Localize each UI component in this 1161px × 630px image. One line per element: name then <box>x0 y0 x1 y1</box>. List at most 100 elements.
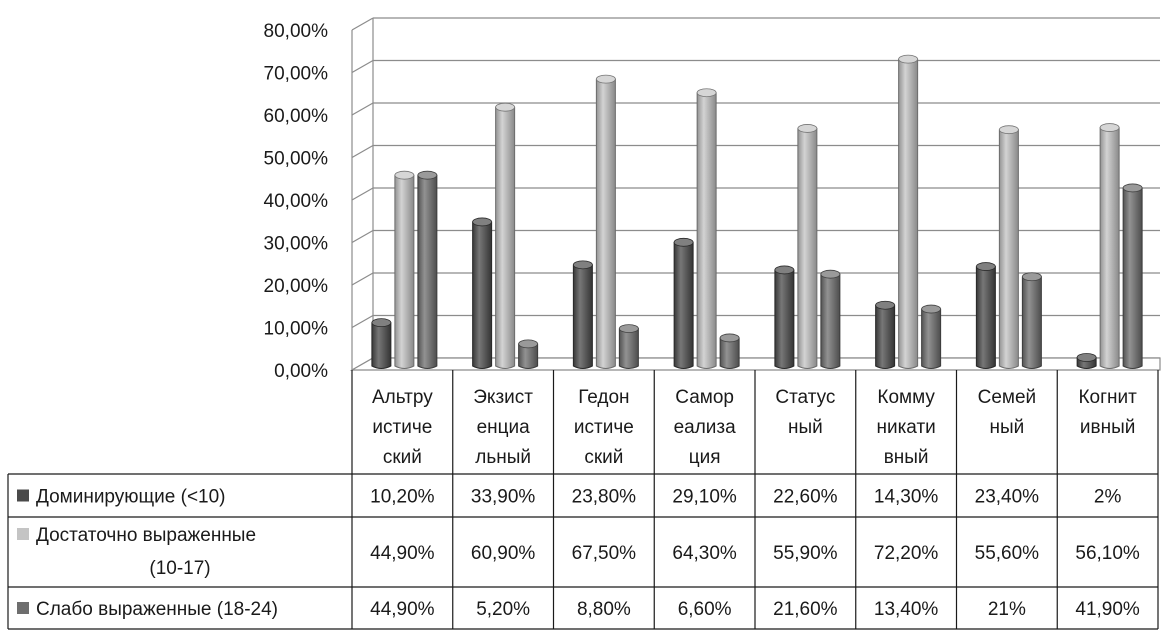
y-tick-label: 60,00% <box>264 106 329 127</box>
y-tick-label: 40,00% <box>264 191 329 212</box>
bar <box>921 306 942 369</box>
bar-top <box>1122 183 1143 193</box>
y-tick-label: 50,00% <box>264 149 329 170</box>
bar-top <box>595 74 616 84</box>
bar-top <box>472 217 493 227</box>
bar <box>696 89 717 369</box>
legend-label: (10-17) <box>149 558 210 579</box>
bar-top <box>975 262 996 271</box>
y-tick-label: 30,00% <box>264 234 329 255</box>
legend-swatch <box>17 528 29 540</box>
y-tick-label: 10,00% <box>264 319 329 340</box>
data-label: 44,90% <box>370 599 435 620</box>
category-label: никати <box>876 417 935 438</box>
data-label: 72,20% <box>874 543 939 564</box>
bar <box>572 261 593 369</box>
data-label: 55,60% <box>975 543 1040 564</box>
bar <box>673 239 694 369</box>
y-tick-label: 80,00% <box>264 21 329 42</box>
data-label: 8,80% <box>577 599 631 620</box>
category-label: ивный <box>1080 417 1135 438</box>
data-label: 23,80% <box>572 487 637 508</box>
category-label: Самор <box>675 387 734 408</box>
side-gridline <box>351 272 374 286</box>
side-gridline <box>351 102 374 116</box>
category-label: Гедон <box>578 387 629 408</box>
data-label: 33,90% <box>471 487 536 508</box>
category-label: ный <box>788 417 823 438</box>
side-gridline <box>351 314 374 329</box>
bar <box>875 302 896 369</box>
bar-top <box>719 333 740 343</box>
bar <box>797 125 818 369</box>
side-gridline <box>351 17 374 31</box>
legend-label: Слабо выраженные (18-24) <box>36 599 278 620</box>
data-label: 22,60% <box>773 487 838 508</box>
bar <box>495 104 516 369</box>
legend-swatch <box>17 489 29 502</box>
bar-top <box>417 170 438 180</box>
chart-floor <box>349 357 1161 371</box>
data-label: 55,90% <box>773 543 838 564</box>
bar-top <box>998 125 1019 135</box>
bar-top <box>797 124 818 133</box>
side-gridline <box>351 229 374 244</box>
bar <box>1099 124 1120 369</box>
bar-top <box>1076 353 1097 362</box>
category-label: Комму <box>877 387 935 408</box>
category-label: ный <box>989 417 1024 438</box>
bar-top <box>673 237 694 247</box>
bar <box>371 319 392 369</box>
data-label: 29,10% <box>672 487 737 508</box>
category-label: Экзист <box>473 387 533 408</box>
bar-top <box>1021 272 1042 282</box>
data-label: 21,60% <box>773 599 838 620</box>
bar-top <box>618 324 639 334</box>
legend-swatch <box>17 602 29 614</box>
category-label: истиче <box>574 417 634 438</box>
bar <box>394 172 415 369</box>
bar-top <box>1099 123 1120 132</box>
bar-top <box>572 260 593 270</box>
bar <box>595 76 616 369</box>
bar <box>975 263 996 369</box>
data-label: 5,20% <box>476 599 530 620</box>
data-label: 2% <box>1094 487 1122 508</box>
category-label: Статус <box>775 387 835 408</box>
category-label: Когнит <box>1078 387 1137 408</box>
bar-top <box>921 304 942 314</box>
side-gridline <box>351 144 374 159</box>
legend-label: Достаточно выраженные <box>36 525 256 546</box>
category-label: енциа <box>477 417 531 438</box>
bar-top <box>898 54 919 64</box>
data-label: 67,50% <box>572 543 637 564</box>
bar <box>820 271 841 369</box>
bar-top <box>875 300 896 310</box>
data-label: 14,30% <box>874 487 939 508</box>
bar-top <box>371 318 392 328</box>
data-label: 10,20% <box>370 487 435 508</box>
data-label: 21% <box>988 599 1026 620</box>
data-label: 44,90% <box>370 543 435 564</box>
data-label: 41,90% <box>1075 599 1140 620</box>
bar-top <box>820 269 841 279</box>
bar <box>1021 273 1042 369</box>
bar <box>417 172 438 369</box>
bar <box>774 266 795 369</box>
bar <box>472 218 493 369</box>
bar-top <box>774 265 795 275</box>
y-tick-label: 20,00% <box>264 276 329 297</box>
category-label: ция <box>689 447 721 468</box>
data-label: 64,30% <box>672 543 737 564</box>
side-gridline <box>351 187 374 201</box>
data-label: 56,10% <box>1075 543 1140 564</box>
data-label: 13,40% <box>874 599 939 620</box>
category-label: ский <box>383 447 422 468</box>
bar-top <box>696 88 717 98</box>
y-tick-label: 0,00% <box>274 361 328 382</box>
legend-label: Доминирующие (<10) <box>36 487 226 508</box>
data-label: 6,60% <box>678 599 732 620</box>
bar-top <box>394 170 415 180</box>
side-gridline <box>351 59 374 74</box>
